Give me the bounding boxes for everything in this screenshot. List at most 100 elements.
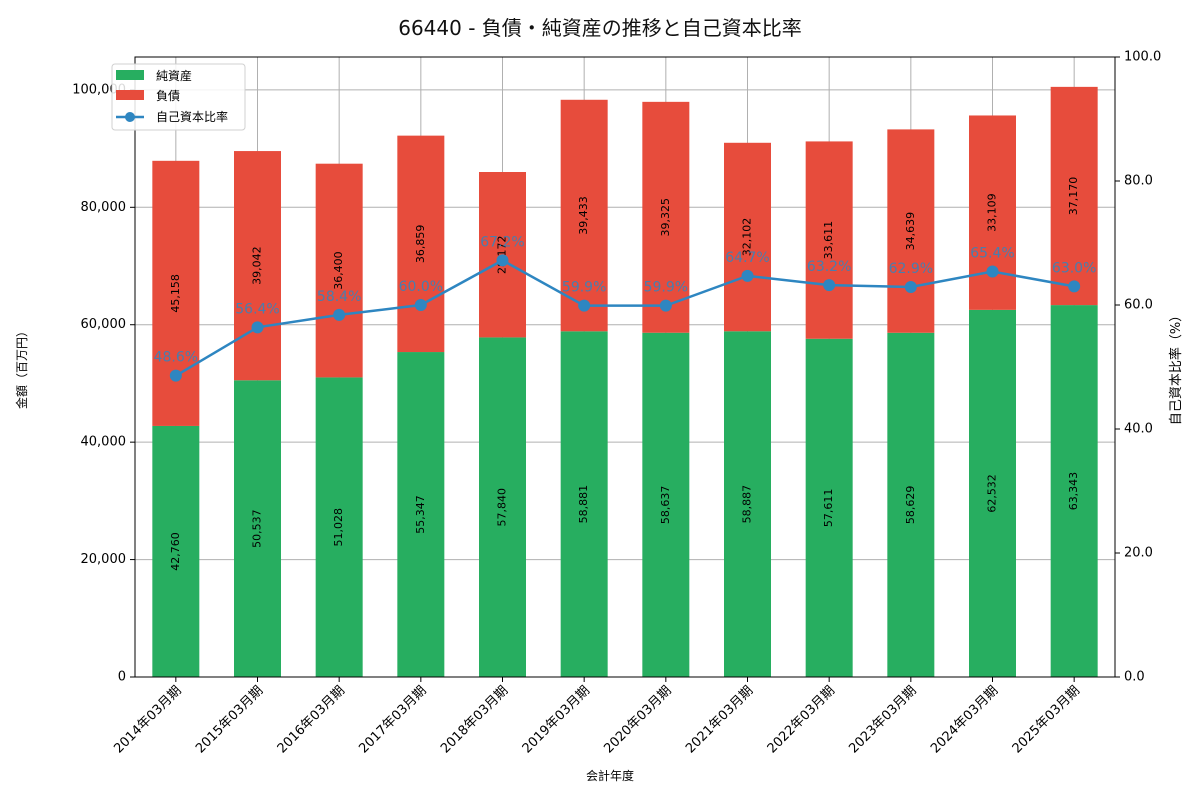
y2-tick-label: 20.0	[1124, 546, 1153, 561]
bar-label-liabilities: 32,102	[741, 218, 754, 257]
bar-liabilities	[1050, 86, 1098, 306]
ratio-label: 56.4%	[235, 301, 279, 317]
ratio-marker	[741, 269, 754, 282]
bar-label-liabilities: 33,611	[822, 221, 835, 260]
y2-tick-label: 100.0	[1124, 50, 1161, 65]
x-tick-label: 2016年03月期	[275, 683, 348, 756]
bar-net-assets	[560, 331, 608, 677]
legend-label-net-assets: 純資産	[156, 68, 192, 83]
bar-net-assets	[152, 425, 200, 677]
bar-label-net-assets: 58,887	[741, 485, 754, 524]
bar-label-net-assets: 51,028	[332, 508, 345, 547]
legend-marker-ratio	[125, 112, 135, 122]
ratio-marker	[578, 299, 591, 312]
bar-label-net-assets: 62,532	[986, 474, 999, 512]
y-tick-label: 0	[118, 670, 126, 685]
ratio-line	[175, 258, 1075, 377]
x-tick-label: 2022年03月期	[765, 683, 838, 756]
ratio-label: 63.2%	[807, 259, 851, 275]
bar-net-assets	[234, 380, 281, 677]
ratio-marker	[904, 281, 917, 294]
x-axis-label: 会計年度	[586, 768, 634, 783]
bar-liabilities	[724, 142, 771, 332]
ratio-label: 48.6%	[154, 350, 198, 366]
ratio-marker	[659, 299, 672, 312]
ratio-marker	[823, 279, 836, 292]
bar-net-assets	[805, 338, 853, 677]
y2-tick-label: 0.0	[1124, 670, 1145, 685]
y-axis-label: 金額（百万円）	[14, 325, 29, 409]
bar-label-net-assets: 63,343	[1067, 472, 1080, 511]
ratio-label: 59.9%	[562, 280, 606, 296]
ratio-label: 67.2%	[480, 234, 524, 250]
ratio-marker	[169, 369, 182, 382]
bar-label-liabilities: 37,170	[1067, 177, 1080, 216]
bar-liabilities	[397, 135, 445, 353]
x-tick-label: 2024年03月期	[928, 683, 1001, 756]
ratio-marker	[1068, 280, 1081, 293]
bar-label-liabilities: 39,325	[659, 198, 672, 237]
ratio-label: 64.7%	[725, 250, 769, 266]
bar-liabilities	[315, 163, 363, 378]
chart-title: 66440 - 負債・純資産の推移と自己資本比率	[398, 16, 802, 40]
x-tick-label: 2021年03月期	[683, 683, 756, 756]
x-tick-label: 2025年03月期	[1010, 683, 1083, 756]
y-tick-label: 60,000	[81, 317, 127, 332]
bar-label-net-assets: 57,840	[496, 488, 509, 527]
bar-net-assets	[724, 331, 771, 677]
bar-label-liabilities: 34,639	[904, 212, 917, 251]
ratio-marker	[251, 321, 264, 334]
bar-liabilities	[560, 99, 608, 332]
axes-frame	[134, 56, 1116, 678]
legend-label-liabilities: 負債	[156, 88, 180, 103]
y2-tick-label: 60.0	[1124, 298, 1153, 313]
bar-liabilities	[887, 129, 935, 333]
ratio-label: 59.9%	[644, 280, 688, 296]
bar-label-liabilities: 36,400	[332, 251, 345, 290]
x-tick-label: 2015年03月期	[193, 683, 266, 756]
ratio-label: 62.9%	[889, 261, 933, 277]
bar-liabilities	[234, 151, 281, 381]
ratio-marker	[414, 299, 427, 311]
y-tick-label: 80,000	[81, 200, 127, 215]
ratio-label: 60.0%	[399, 279, 443, 295]
legend-label-ratio: 自己資本比率	[156, 109, 228, 124]
x-tick-label: 2018年03月期	[438, 683, 511, 756]
bar-label-net-assets: 58,629	[904, 486, 917, 525]
ratio-marker	[333, 308, 346, 321]
ratio-label: 65.4%	[970, 246, 1014, 262]
bar-net-assets	[642, 332, 690, 677]
legend	[111, 63, 246, 131]
x-tick-label: 2017年03月期	[356, 683, 429, 756]
x-tick-label: 2020年03月期	[601, 683, 674, 756]
legend-swatch-net-assets	[116, 70, 144, 80]
bar-net-assets	[479, 337, 526, 677]
bar-label-net-assets: 58,637	[659, 486, 672, 525]
bar-label-net-assets: 42,760	[169, 532, 182, 571]
bar-net-assets	[969, 309, 1016, 677]
bar-label-net-assets: 50,537	[251, 509, 264, 548]
ratio-label: 63.0%	[1052, 260, 1096, 276]
x-tick-label: 2023年03月期	[846, 683, 919, 756]
bar-label-net-assets: 57,611	[822, 489, 835, 528]
bar-net-assets	[315, 377, 363, 677]
ratio-label: 58.4%	[317, 289, 361, 305]
y2-tick-label: 80.0	[1124, 174, 1153, 189]
y-tick-label: 20,000	[81, 552, 127, 567]
bar-label-liabilities: 39,433	[577, 196, 590, 235]
bar-label-net-assets: 55,347	[414, 495, 427, 534]
bar-label-liabilities: 45,158	[169, 274, 182, 313]
legend-swatch-liabilities	[116, 90, 144, 100]
bar-label-liabilities: 33,109	[986, 193, 999, 232]
x-tick-label: 2019年03月期	[520, 683, 593, 756]
bar-net-assets	[887, 332, 935, 677]
y2-axis-label: 自己資本比率（%）	[1168, 309, 1184, 425]
bar-net-assets	[397, 352, 445, 677]
bar-net-assets	[1050, 305, 1098, 677]
bar-label-liabilities: 36,859	[414, 225, 427, 264]
bar-liabilities	[805, 141, 853, 339]
ratio-marker	[496, 254, 509, 267]
x-tick-label: 2014年03月期	[111, 683, 184, 756]
